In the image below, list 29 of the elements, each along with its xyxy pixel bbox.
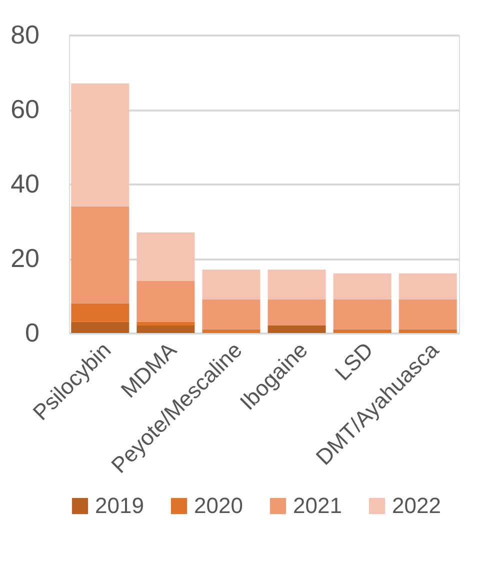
y-tick-label: 20 (10, 243, 40, 273)
y-tick-label: 0 (25, 318, 40, 348)
bar (136, 280, 195, 322)
bar (71, 322, 130, 333)
bar (398, 273, 457, 300)
bar (71, 83, 130, 206)
bar (398, 329, 457, 333)
legend-label: 2019 (95, 493, 144, 518)
bar (268, 326, 326, 333)
bar (136, 322, 195, 326)
y-tick-label: 40 (10, 168, 40, 198)
legend-label: 2021 (293, 493, 342, 518)
bar (333, 299, 392, 330)
bar (136, 232, 195, 281)
bar (71, 206, 130, 304)
y-tick-label: 60 (10, 94, 40, 124)
bar (333, 273, 392, 300)
bar (398, 299, 457, 330)
bar (202, 329, 260, 333)
legend-label: 2020 (194, 493, 243, 518)
bar (268, 270, 326, 300)
legend-label: 2022 (392, 493, 441, 518)
y-tick-label: 80 (10, 20, 40, 50)
bar (333, 329, 392, 333)
bar (136, 326, 195, 333)
bar (268, 299, 326, 326)
bar (202, 270, 260, 300)
bar (202, 299, 260, 330)
bar (71, 303, 130, 322)
